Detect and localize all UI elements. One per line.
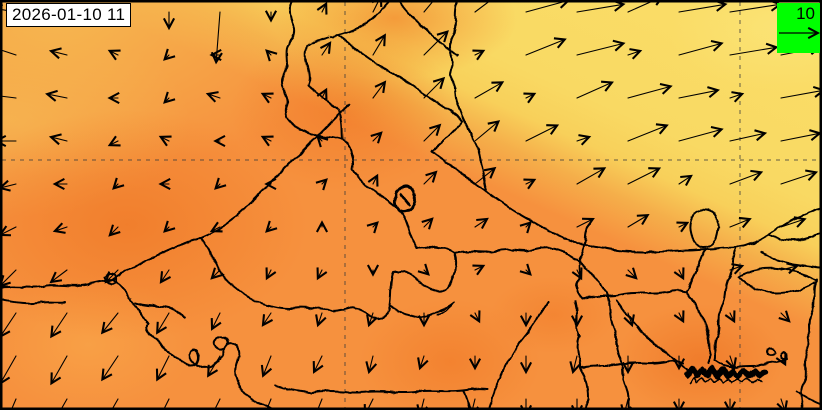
island [779,351,787,359]
boundary-path [448,0,487,192]
boundary-path [273,384,487,393]
boundary-path [704,206,822,249]
boundary-path [736,266,817,293]
boundary-path [799,277,817,410]
island [765,346,775,356]
boundary-path [280,0,343,140]
boundary-path [580,288,686,298]
boundary-path [461,389,471,410]
coastline [713,357,787,368]
boundary-path [392,183,416,212]
wind-key-arrow [779,27,820,39]
boundary-path [573,299,588,410]
coastline [211,334,228,350]
boundary-path [578,358,684,368]
boundary-path [452,245,606,292]
boundary-path [766,231,822,241]
river-delta-scribble [689,376,762,383]
coastline [0,298,65,304]
river-delta-scribble [683,365,768,379]
boundary-path [341,138,417,249]
wind-key-box: 10 [777,3,820,53]
wind-key-label: 10 [796,4,815,23]
boundary-path [110,236,201,279]
boundary-path [335,33,487,192]
boundary-path [436,300,454,315]
boundary-path [687,207,719,247]
boundary-path [684,290,710,364]
coastline [154,337,286,410]
boundary-path [134,301,184,319]
boundary-path [759,251,822,268]
boundary-path [485,190,706,252]
boundary-path [303,0,390,140]
boundary-path [199,103,349,238]
boundary-path [684,247,706,292]
boundary-path [199,236,254,300]
boundary-path [486,299,549,410]
boundary-path [252,298,350,311]
boundary-path [713,246,736,361]
boundary-path [604,290,630,410]
boundary-path [348,244,456,319]
timestamp-box: 2026-01-10 11 [6,3,132,27]
coastline [0,277,156,339]
timestamp-label: 2026-01-10 11 [12,5,126,24]
boundary-path [388,300,454,317]
